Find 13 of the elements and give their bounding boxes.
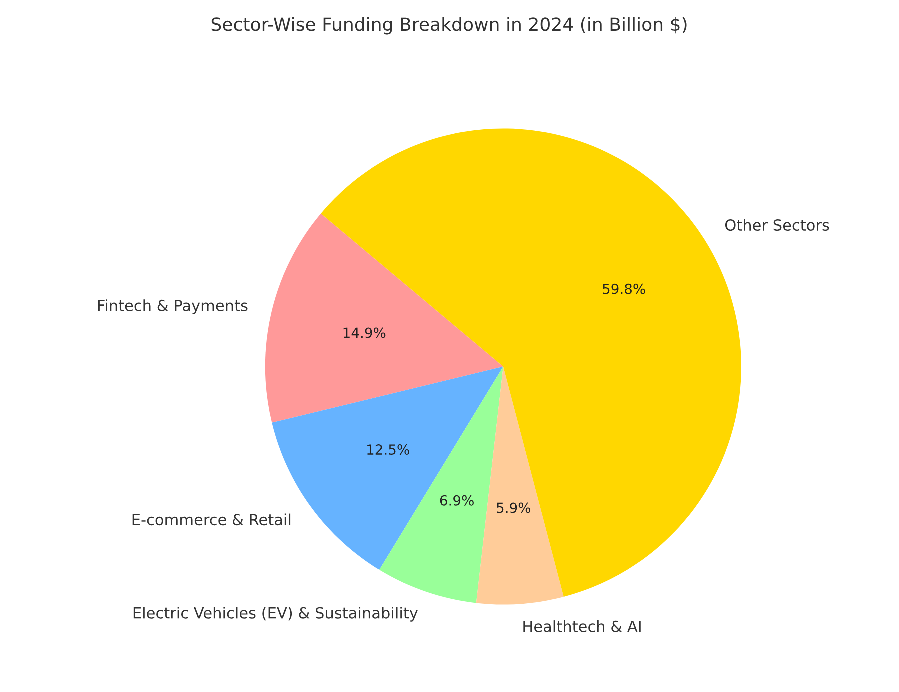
- data-label: 12.5%: [368, 444, 410, 456]
- slice-label: Other Sectors: [725, 219, 830, 232]
- pie-slice: [265, 214, 504, 423]
- slice-label: Healthtech & AI: [524, 620, 641, 632]
- data-label: 6.9%: [440, 495, 474, 506]
- slice-label: Fintech & Payments: [98, 300, 248, 314]
- pie-slice: [476, 366, 564, 605]
- slice-label: E-commerce & Retail: [132, 514, 291, 526]
- chart-title: Sector-Wise Funding Breakdown in 2024 (in Billion $): [212, 17, 687, 35]
- data-label: 59.8%: [603, 284, 646, 294]
- data-label: 5.9%: [497, 502, 531, 514]
- data-label: 14.9%: [344, 328, 386, 338]
- slice-label: Electric Vehicles (EV) & Sustainability: [134, 607, 418, 622]
